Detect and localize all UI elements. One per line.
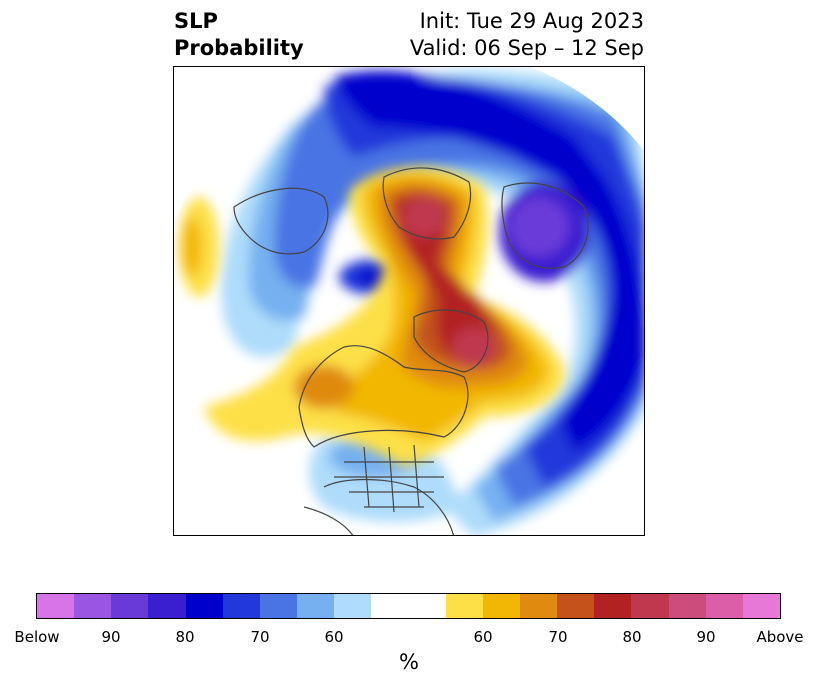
tick-label: 60 [473, 628, 493, 646]
colorbar-above-segment [668, 594, 706, 618]
colorbar-below-segment [334, 594, 372, 618]
valid-period: Valid: 06 Sep – 12 Sep [409, 36, 644, 60]
colorbar-above-segment [631, 594, 669, 618]
tick-label: 90 [696, 628, 716, 646]
colorbar-above-segment [445, 594, 483, 618]
colorbar-below-segment [185, 594, 223, 618]
tick-label: Below [14, 628, 60, 646]
colorbar-unit: % [399, 650, 419, 674]
colorbar-below-segment [37, 594, 75, 618]
map-dates: Init: Tue 29 Aug 2023 Valid: 06 Sep – 12… [410, 8, 644, 62]
colorbar-below-segment [111, 594, 149, 618]
colorbar-below-segment [74, 594, 112, 618]
coastlines [233, 167, 589, 535]
title-variable: SLP [174, 9, 218, 33]
colorbar-above-segment [742, 594, 781, 618]
title-product: Probability [174, 36, 304, 60]
map-title: SLP Probability [174, 8, 304, 62]
tick-label: 80 [175, 628, 195, 646]
probability-map [174, 67, 644, 535]
colorbar-above-segment [594, 594, 632, 618]
tick-label: 70 [250, 628, 270, 646]
colorbar-above-segment [520, 594, 558, 618]
tick-label: 70 [548, 628, 568, 646]
colorbar-above-segment [705, 594, 743, 618]
tick-label: 80 [622, 628, 642, 646]
colorbar-neutral-segment [371, 594, 446, 618]
colorbar-above-segment [482, 594, 521, 618]
probability-colorbar [36, 593, 781, 619]
init-date: Init: Tue 29 Aug 2023 [419, 9, 644, 33]
tick-label: 60 [324, 628, 344, 646]
tick-label: Above [756, 628, 804, 646]
map-panel [173, 66, 645, 536]
colorbar-above-segment [557, 594, 595, 618]
colorbar-below-segment [222, 594, 260, 618]
colorbar-below-segment [148, 594, 186, 618]
colorbar-below-segment [259, 594, 298, 618]
colorbar-below-segment [297, 594, 335, 618]
above-normal-regions [179, 166, 565, 467]
tick-label: 90 [101, 628, 121, 646]
